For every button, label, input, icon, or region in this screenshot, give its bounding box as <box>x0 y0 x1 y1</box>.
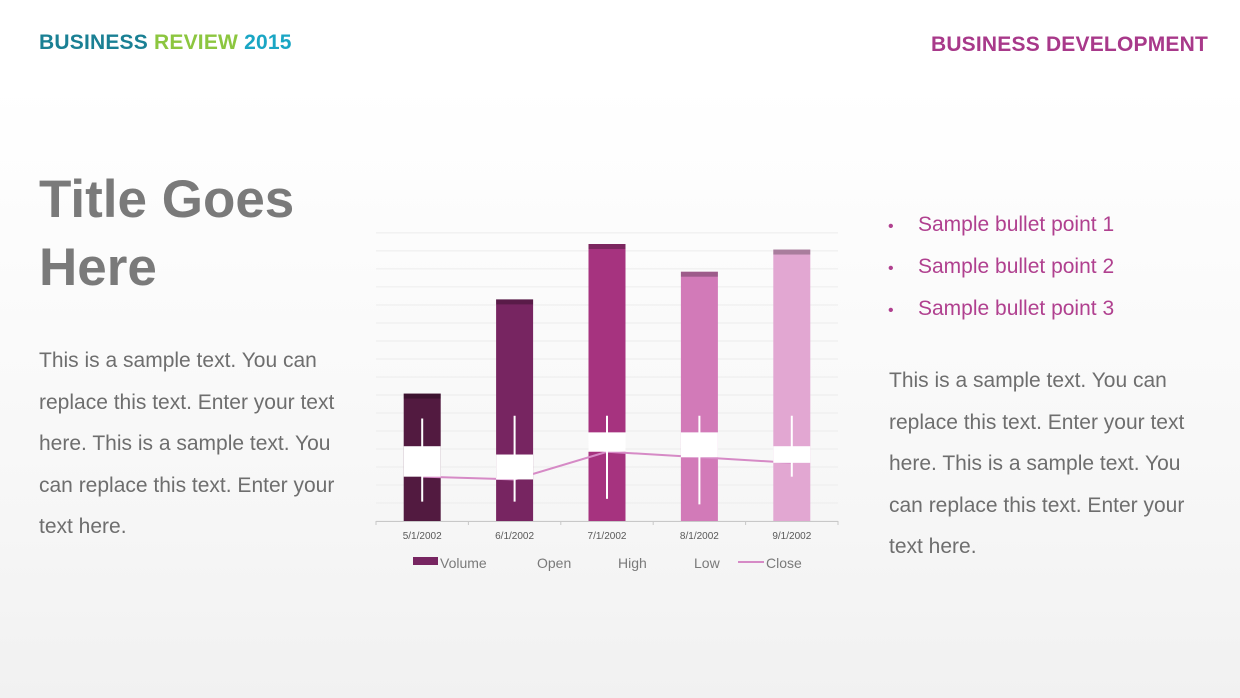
volume-bar-cap <box>403 393 441 399</box>
header-brand-part-1: BUSINESS <box>39 31 154 54</box>
volume-bar <box>773 249 811 522</box>
right-body-text: This is a sample text. You can replace t… <box>889 369 1185 558</box>
chart-legend: Volume Open High Low Close <box>413 555 802 571</box>
legend-label: High <box>618 555 647 571</box>
x-tick-label: 6/1/2002 <box>495 531 534 542</box>
header-brand: BUSINESS REVIEW 2015 <box>39 31 292 55</box>
title-line-1: Title Goes <box>39 170 295 229</box>
open-close-box <box>496 454 534 480</box>
open-close-box <box>680 432 718 458</box>
legend-label: Close <box>766 555 802 571</box>
bullet-text: Sample bullet point 3 <box>918 297 1115 320</box>
volume-bar-cap <box>496 299 534 305</box>
legend-swatch-volume <box>413 557 438 565</box>
header-brand-part-3: 2015 <box>238 31 292 54</box>
legend-label: Low <box>694 555 721 571</box>
title-line-2: Here <box>39 238 157 297</box>
bullet-marker: • <box>888 260 894 277</box>
bullet-marker: • <box>888 218 894 235</box>
open-close-box <box>403 446 441 477</box>
left-body-text: This is a sample text. You can replace t… <box>39 349 335 538</box>
volume-bar-cap <box>680 271 718 277</box>
legend-label: Volume <box>440 555 487 571</box>
legend-label: Open <box>537 555 571 571</box>
open-close-box <box>588 432 626 452</box>
bullet-list: • Sample bullet point 1 • Sample bullet po… <box>888 204 1114 330</box>
bullet-item: • Sample bullet point 3 <box>888 288 1114 330</box>
bullet-item: • Sample bullet point 1 <box>888 204 1114 246</box>
volume-bar-cap <box>773 249 811 255</box>
x-tick-label: 7/1/2002 <box>588 531 627 542</box>
page-title: Title Goes Here <box>39 166 359 302</box>
bullet-text: Sample bullet point 1 <box>918 213 1115 236</box>
volume-bar-cap <box>588 244 626 249</box>
header-section: BUSINESS DEVELOPMENT <box>930 33 1208 56</box>
open-close-box <box>773 446 811 463</box>
bullet-text: Sample bullet point 2 <box>918 255 1115 278</box>
bullet-item: • Sample bullet point 2 <box>888 246 1114 288</box>
x-tick-label: 9/1/2002 <box>772 531 811 542</box>
bullet-marker: • <box>888 302 894 319</box>
x-tick-label: 5/1/2002 <box>403 531 442 542</box>
header-brand-part-2: REVIEW <box>154 31 239 54</box>
x-tick-label: 8/1/2002 <box>680 531 719 542</box>
